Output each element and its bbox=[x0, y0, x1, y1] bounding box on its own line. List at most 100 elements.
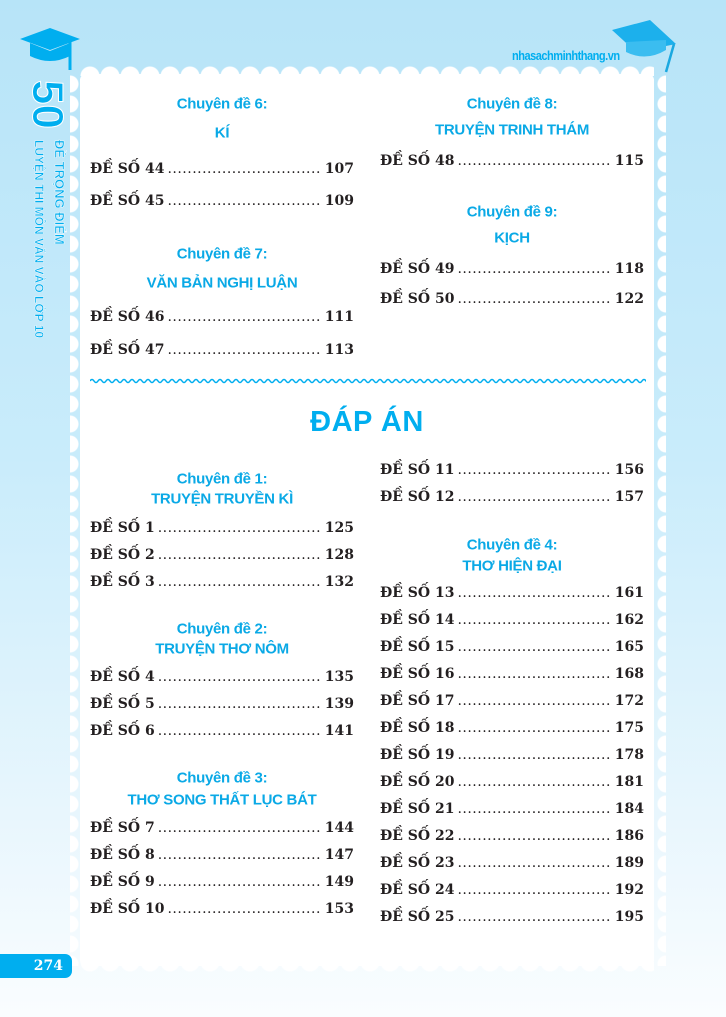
topic-name: VĂN BẢN NGHỊ LUẬN bbox=[146, 274, 298, 292]
entry-page: 162 bbox=[614, 612, 644, 628]
entry-label: ĐỀ SỐ 46 bbox=[90, 309, 165, 325]
entry-page: 135 bbox=[324, 669, 354, 685]
topic-name: KỊCH bbox=[494, 229, 530, 247]
toc-entry[interactable]: ĐỀ SỐ 12 157 bbox=[380, 489, 644, 505]
entry-label: ĐỀ SỐ 50 bbox=[380, 291, 455, 307]
toc-entry[interactable]: ĐỀ SỐ 25 195 bbox=[380, 909, 644, 925]
dot-leader bbox=[457, 774, 611, 790]
dot-leader bbox=[457, 882, 611, 898]
entry-page: 175 bbox=[614, 720, 644, 736]
toc-entry[interactable]: ĐỀ SỐ 18 175 bbox=[380, 720, 644, 736]
entry-label: ĐỀ SỐ 8 bbox=[90, 847, 155, 863]
entry-label: ĐỀ SỐ 6 bbox=[90, 723, 155, 739]
entry-label: ĐỀ SỐ 16 bbox=[380, 666, 455, 682]
topic-name: THƠ SONG THẤT LỤC BÁT bbox=[127, 791, 317, 809]
dot-leader bbox=[158, 696, 322, 712]
toc-entry[interactable]: ĐỀ SỐ 50 122 bbox=[380, 291, 644, 307]
topic-name: KÍ bbox=[214, 124, 230, 142]
dot-leader bbox=[167, 342, 321, 358]
entry-page: 192 bbox=[614, 882, 644, 898]
toc-entry[interactable]: ĐỀ SỐ 24 192 bbox=[380, 882, 644, 898]
toc-entry[interactable]: ĐỀ SỐ 45 109 bbox=[90, 193, 354, 209]
entry-page: 147 bbox=[324, 847, 354, 863]
entry-page: 153 bbox=[324, 901, 354, 917]
toc-entry[interactable]: ĐỀ SỐ 7 144 bbox=[90, 820, 354, 836]
entry-label: ĐỀ SỐ 1 bbox=[90, 520, 155, 536]
toc-entry[interactable]: ĐỀ SỐ 48 115 bbox=[380, 153, 644, 169]
toc-entry[interactable]: ĐỀ SỐ 16 168 bbox=[380, 666, 644, 682]
dot-leader bbox=[457, 291, 611, 307]
toc-entry[interactable]: ĐỀ SỐ 6 141 bbox=[90, 723, 354, 739]
spine-line-1: ĐỀ TRỌNG ĐIỂM bbox=[52, 140, 67, 245]
entry-label: ĐỀ SỐ 12 bbox=[380, 489, 455, 505]
dot-leader bbox=[457, 462, 611, 478]
toc-entry[interactable]: ĐỀ SỐ 8 147 bbox=[90, 847, 354, 863]
entry-page: 195 bbox=[614, 909, 644, 925]
dot-leader bbox=[457, 747, 611, 763]
toc-entry[interactable]: ĐỀ SỐ 17 172 bbox=[380, 693, 644, 709]
entry-label: ĐỀ SỐ 20 bbox=[380, 774, 455, 790]
entry-label: ĐỀ SỐ 25 bbox=[380, 909, 455, 925]
dot-leader bbox=[457, 801, 611, 817]
dot-leader bbox=[457, 693, 611, 709]
wavy-divider bbox=[90, 378, 646, 384]
entry-label: ĐỀ SỐ 47 bbox=[90, 342, 165, 358]
toc-entry[interactable]: ĐỀ SỐ 4 135 bbox=[90, 669, 354, 685]
dot-leader bbox=[158, 820, 322, 836]
toc-entry[interactable]: ĐỀ SỐ 22 186 bbox=[380, 828, 644, 844]
toc-entry[interactable]: ĐỀ SỐ 3 132 bbox=[90, 574, 354, 590]
entry-page: 181 bbox=[614, 774, 644, 790]
entry-label: ĐỀ SỐ 48 bbox=[380, 153, 455, 169]
topic-heading: Chuyên đề 1: bbox=[176, 470, 268, 488]
entry-label: ĐỀ SỐ 17 bbox=[380, 693, 455, 709]
graduation-cap-icon bbox=[612, 20, 676, 73]
entry-page: 165 bbox=[614, 639, 644, 655]
toc-entry[interactable]: ĐỀ SỐ 10 153 bbox=[90, 901, 354, 917]
toc-entry[interactable]: ĐỀ SỐ 23 189 bbox=[380, 855, 644, 871]
topic-heading: Chuyên đề 8: bbox=[466, 95, 558, 113]
topic-heading: Chuyên đề 2: bbox=[176, 620, 268, 638]
entry-label: ĐỀ SỐ 44 bbox=[90, 161, 165, 177]
toc-entry[interactable]: ĐỀ SỐ 15 165 bbox=[380, 639, 644, 655]
toc-entry[interactable]: ĐỀ SỐ 46 111 bbox=[90, 309, 354, 325]
scallop-edge-top bbox=[80, 64, 654, 76]
entry-page: 144 bbox=[324, 820, 354, 836]
entry-page: 128 bbox=[324, 547, 354, 563]
entry-label: ĐỀ SỐ 11 bbox=[380, 462, 455, 478]
dot-leader bbox=[457, 261, 611, 277]
dot-leader bbox=[457, 666, 611, 682]
toc-entry[interactable]: ĐỀ SỐ 21 184 bbox=[380, 801, 644, 817]
dot-leader bbox=[457, 909, 611, 925]
entry-page: 111 bbox=[324, 309, 354, 325]
toc-entry[interactable]: ĐỀ SỐ 5 139 bbox=[90, 696, 354, 712]
toc-entry[interactable]: ĐỀ SỐ 9 149 bbox=[90, 874, 354, 890]
toc-entry[interactable]: ĐỀ SỐ 2 128 bbox=[90, 547, 354, 563]
toc-entry[interactable]: ĐỀ SỐ 44 107 bbox=[90, 161, 354, 177]
toc-entry[interactable]: ĐỀ SỐ 47 113 bbox=[90, 342, 354, 358]
entry-label: ĐỀ SỐ 14 bbox=[380, 612, 455, 628]
toc-entry[interactable]: ĐỀ SỐ 11 156 bbox=[380, 462, 644, 478]
toc-entry[interactable]: ĐỀ SỐ 19 178 bbox=[380, 747, 644, 763]
toc-entry[interactable]: ĐỀ SỐ 20 181 bbox=[380, 774, 644, 790]
toc-entry[interactable]: ĐỀ SỐ 49 118 bbox=[380, 261, 644, 277]
dot-leader bbox=[158, 723, 322, 739]
dot-leader bbox=[457, 153, 611, 169]
toc-entry[interactable]: ĐỀ SỐ 13 161 bbox=[380, 585, 644, 601]
website-url[interactable]: nhasachminhthang.vn bbox=[512, 48, 620, 63]
page-number: 274 bbox=[0, 954, 72, 978]
scallop-edge-right bbox=[654, 74, 666, 966]
entry-label: ĐỀ SỐ 49 bbox=[380, 261, 455, 277]
entry-page: 107 bbox=[324, 161, 354, 177]
entry-page: 161 bbox=[614, 585, 644, 601]
entry-page: 186 bbox=[614, 828, 644, 844]
entry-page: 115 bbox=[614, 153, 644, 169]
entry-label: ĐỀ SỐ 45 bbox=[90, 193, 165, 209]
scallop-edge-left bbox=[70, 74, 82, 966]
topic-name: TRUYỆN THƠ NÔM bbox=[155, 640, 289, 658]
entry-page: 172 bbox=[614, 693, 644, 709]
toc-entry[interactable]: ĐỀ SỐ 1 125 bbox=[90, 520, 354, 536]
entry-page: 122 bbox=[614, 291, 644, 307]
toc-entry[interactable]: ĐỀ SỐ 14 162 bbox=[380, 612, 644, 628]
dot-leader bbox=[158, 669, 322, 685]
dot-leader bbox=[457, 585, 611, 601]
